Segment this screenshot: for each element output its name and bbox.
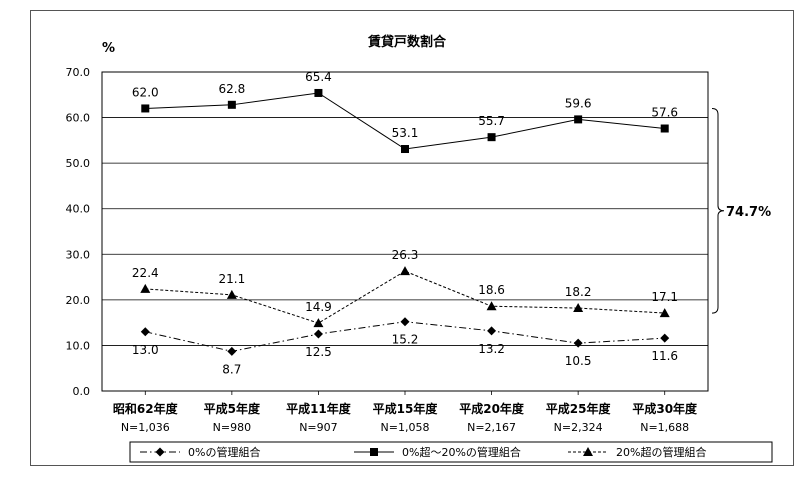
data-label: 11.6 [651, 349, 678, 363]
y-axis-unit-label: % [102, 41, 115, 56]
brace-annotation [711, 108, 725, 314]
y-tick-label: 0.0 [73, 385, 91, 398]
data-label: 53.1 [392, 126, 419, 140]
data-point-marker [486, 301, 497, 311]
data-point-marker [314, 88, 323, 97]
data-label: 18.2 [565, 285, 592, 299]
data-point-marker [313, 318, 324, 328]
x-tick-sublabel: N=2,167 [467, 421, 516, 434]
y-tick-label: 40.0 [66, 203, 91, 216]
data-point-marker [573, 338, 583, 348]
x-tick-label: 平成11年度 [286, 401, 352, 416]
data-point-marker [140, 283, 151, 293]
data-point-marker [313, 329, 323, 339]
x-tick-label: 平成30年度 [632, 401, 698, 416]
x-tick-label: 平成5年度 [204, 401, 261, 416]
data-label: 10.5 [565, 354, 592, 368]
chart-frame [30, 10, 794, 466]
data-label: 13.2 [478, 342, 505, 356]
data-point-marker [574, 115, 583, 124]
x-tick-label: 平成25年度 [546, 401, 612, 416]
data-label: 62.8 [218, 82, 245, 96]
data-label: 59.6 [565, 96, 592, 110]
data-point-marker [659, 308, 670, 318]
data-point-marker [227, 346, 237, 356]
legend-label-2: 0%超～20%の管理組合 [402, 445, 521, 459]
y-tick-label: 50.0 [66, 157, 91, 170]
data-point-marker [140, 327, 150, 337]
legend-label-1: 0%の管理組合 [188, 445, 260, 459]
data-label: 14.9 [305, 300, 332, 314]
data-point-marker [400, 317, 410, 327]
y-tick-label: 30.0 [66, 248, 91, 261]
x-tick-label: 平成15年度 [373, 401, 439, 416]
data-point-marker [400, 266, 410, 276]
x-tick-label: 平成20年度 [459, 401, 525, 416]
data-label: 12.5 [305, 345, 332, 359]
x-tick-sublabel: N=1,688 [640, 421, 689, 434]
data-point-marker [487, 133, 496, 142]
y-tick-label: 60.0 [66, 112, 91, 125]
y-tick-label: 10.0 [66, 339, 91, 352]
legend-label-3: 20%超の管理組合 [616, 445, 706, 459]
y-tick-label: 20.0 [66, 294, 91, 307]
x-tick-sublabel: N=1,058 [381, 421, 430, 434]
data-label: 62.0 [132, 85, 159, 99]
data-label: 18.6 [478, 283, 505, 297]
data-label: 22.4 [132, 266, 159, 280]
data-point-marker [660, 333, 670, 343]
legend-box [129, 441, 773, 463]
x-tick-sublabel: N=907 [299, 421, 337, 434]
data-point-marker [226, 289, 237, 299]
data-label: 26.3 [392, 248, 419, 262]
x-tick-sublabel: N=2,324 [554, 421, 603, 434]
data-point-marker [660, 124, 669, 133]
data-label: 17.1 [651, 290, 678, 304]
data-point-marker [401, 145, 409, 154]
annotation-label: 74.7% [726, 205, 771, 220]
data-label: 13.0 [132, 343, 159, 357]
data-label: 55.7 [478, 114, 505, 128]
legend-marker-2 [370, 448, 378, 456]
chart-title: 賃貸戸数割合 [367, 34, 447, 50]
data-point-marker [227, 100, 236, 109]
x-tick-sublabel: N=980 [213, 421, 251, 434]
legend-marker-3 [583, 447, 593, 456]
x-tick-sublabel: N=1,036 [121, 421, 170, 434]
data-label: 21.1 [218, 272, 245, 286]
data-point-marker [573, 303, 584, 313]
x-tick-label: 昭和62年度 [113, 401, 179, 416]
y-tick-label: 70.0 [66, 66, 91, 79]
data-point-marker [141, 104, 150, 113]
data-label: 8.7 [222, 362, 241, 376]
data-label: 15.2 [392, 333, 419, 347]
data-label: 57.6 [651, 106, 678, 120]
data-label: 65.4 [305, 70, 332, 84]
legend-marker-1 [155, 447, 165, 457]
data-point-marker [487, 326, 497, 336]
